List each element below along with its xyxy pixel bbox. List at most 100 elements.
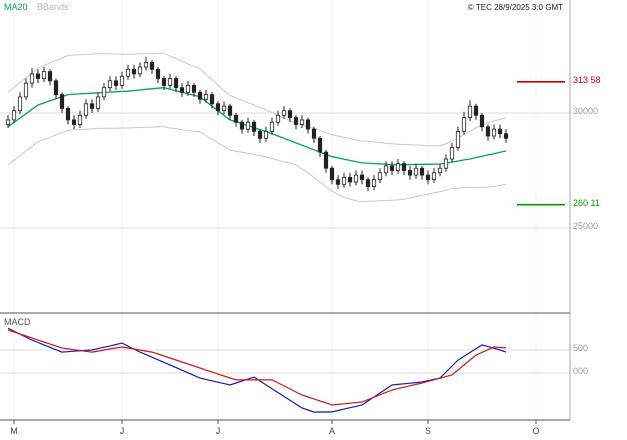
candle-body [221,105,227,112]
candle-body [245,121,251,130]
candle-body [467,105,473,118]
candle-body [155,68,161,79]
month-label: A [329,426,335,436]
candle-body [317,137,323,153]
candle-body [47,71,53,82]
candle-body [203,94,209,100]
candle-body [125,68,131,77]
candle-body [473,105,479,116]
candle-body [227,105,233,116]
candle-body [179,87,185,93]
candle-body [485,126,491,137]
candle-body [23,82,29,98]
candle-body [77,114,83,125]
candle-body [89,103,95,109]
candle-body [5,119,11,125]
candle-body [389,165,395,171]
candle-body [65,108,71,121]
copyright-text: © TEC 28/9/2025 3:0 GMT [467,3,563,12]
candle-body [305,119,311,130]
candle-body [83,103,89,116]
candle-body [233,114,239,123]
candle-body [71,119,77,125]
candle-body [17,96,23,112]
candle-body [137,66,143,75]
candle-body [197,91,203,100]
candle-body [395,163,401,171]
candle-body [41,71,47,79]
candle-body [431,172,437,181]
candle-body [365,179,371,187]
candle-body [437,167,443,174]
resistance-price-label: 313 58 [573,75,601,85]
candle-body [35,73,41,79]
month-label: M [10,426,18,436]
candle-body [443,158,449,169]
gridline-300-label: 30000 [573,106,599,116]
candle-body [503,133,509,139]
candle-body [185,85,191,93]
gridline-250-label: 25000 [573,221,599,231]
bbands-legend-label: BBands [37,2,69,12]
candle-body [425,174,431,181]
candle-body [263,130,269,139]
candle-body [59,94,65,109]
candle-body [149,62,155,70]
candle-body [353,174,359,183]
candle-body [293,117,299,125]
bollinger-upper-band [7,52,507,147]
month-label: J [216,426,221,436]
macd-panel-label: MACD [4,317,31,327]
candle-body [401,163,407,171]
candle-body [11,110,17,121]
candle-body [329,167,335,181]
candle-body [251,121,257,132]
candle-body [107,80,113,89]
candle-body [455,130,461,148]
candle-body [191,85,197,93]
candle-body [407,170,413,176]
support-price-label: 260 11 [573,198,600,208]
candle-body [335,179,341,185]
candle-body [269,121,275,132]
candle-body [161,78,167,86]
candle-body [449,147,455,160]
bollinger-lower-band [7,126,507,203]
candle-body [479,114,485,128]
candle-body [323,151,329,169]
month-label: S [425,426,431,436]
ma20-line [7,87,507,166]
macd-gridline-5-label: 500 [573,343,589,353]
candle-body [377,172,383,181]
candle-body [167,78,173,86]
candle-body [173,78,179,89]
month-label: O [532,426,539,436]
candle-body [143,62,149,68]
candle-body [29,73,35,84]
candle-body [347,176,353,183]
candle-body [131,68,137,75]
macd-line [7,327,507,413]
candle-body [491,128,497,137]
month-label: J [120,426,125,436]
candle-body [95,96,101,109]
candle-body [419,167,425,176]
signal-line [7,329,507,406]
candle-body [287,110,293,118]
candle-body [281,110,287,116]
candle-body [461,117,467,132]
candle-body [383,165,389,174]
macd-gridline-0-label: 000 [573,366,589,376]
candle-body [119,75,125,86]
candle-body [53,80,59,96]
candle-body [257,130,263,139]
candle-body [311,128,317,139]
candle-body [371,179,377,187]
candle-body [101,87,107,98]
candle-body [275,114,281,123]
candle-body [359,174,365,181]
candle-body [299,119,305,125]
candle-body [215,103,221,112]
